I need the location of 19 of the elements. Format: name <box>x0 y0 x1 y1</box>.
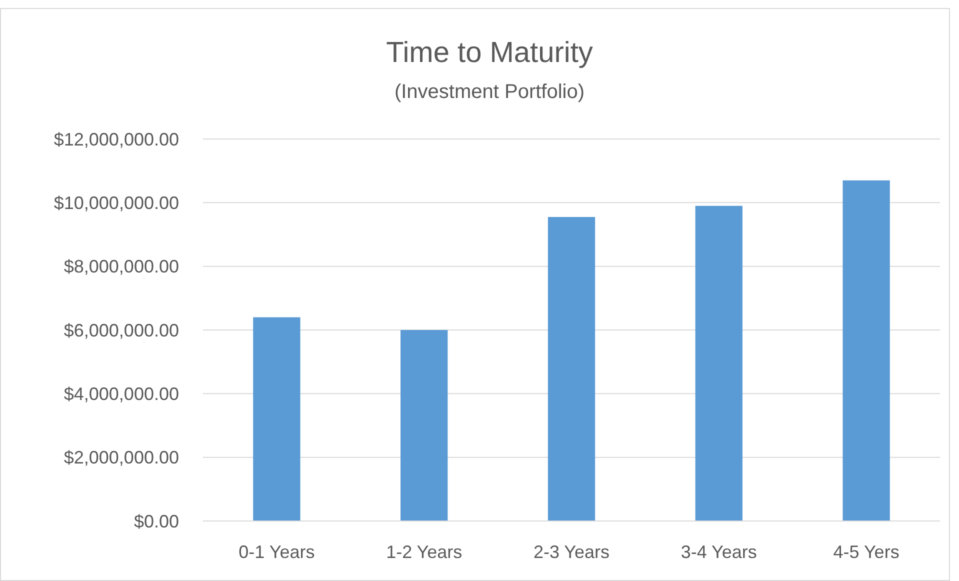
x-tick-label: 1-2 Years <box>386 542 462 562</box>
y-tick-label: $12,000,000.00 <box>54 129 179 150</box>
bar <box>400 330 448 521</box>
x-tick-label: 4-5 Yers <box>833 542 900 562</box>
y-tick-label: $8,000,000.00 <box>64 256 179 277</box>
chart-subtitle: (Investment Portfolio) <box>394 81 585 103</box>
y-tick-label: $4,000,000.00 <box>64 384 179 404</box>
bar <box>548 216 596 521</box>
x-tick-label: 3-4 Years <box>680 542 757 562</box>
y-tick-label: $0.00 <box>134 511 179 532</box>
chart-title: Time to Maturity <box>386 37 594 69</box>
bar <box>695 206 742 521</box>
bar <box>253 317 300 521</box>
y-tick-label: $10,000,000.00 <box>54 192 179 213</box>
y-tick-label: $6,000,000.00 <box>64 320 179 340</box>
bar <box>842 180 890 521</box>
x-tick-label: 2-3 Years <box>533 542 610 562</box>
y-tick-label: $2,000,000.00 <box>64 448 179 468</box>
x-tick-label: 0-1 Years <box>238 542 315 562</box>
